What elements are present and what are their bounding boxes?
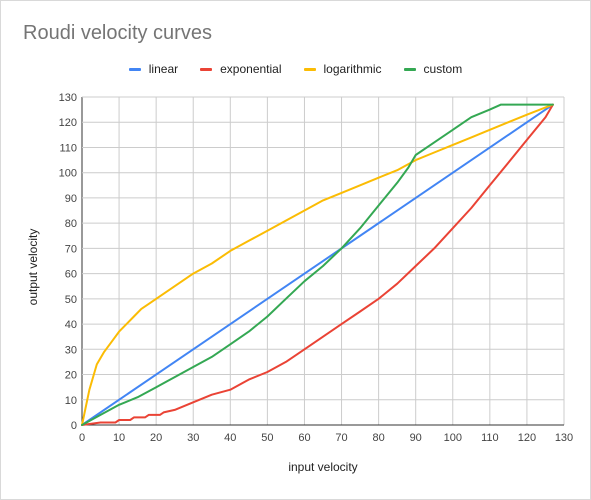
x-tick-label: 90 xyxy=(410,432,422,444)
legend-label: linear xyxy=(148,62,179,76)
chart-legend: linear exponential logarithmic custom xyxy=(0,60,591,78)
series-line-logarithmic xyxy=(81,103,554,426)
chart-title: Roudi velocity curves xyxy=(23,22,212,44)
series-line-exponential xyxy=(81,103,554,426)
series-line-linear xyxy=(81,103,554,426)
y-tick-label: 30 xyxy=(65,344,77,356)
x-tick-label: 80 xyxy=(372,432,384,444)
x-tick-label: 0 xyxy=(79,432,85,444)
y-tick-label: 120 xyxy=(59,117,77,129)
legend-item-exponential[interactable]: exponential xyxy=(200,62,282,76)
legend-label: logarithmic xyxy=(323,62,382,76)
legend-item-linear[interactable]: linear xyxy=(128,62,179,76)
y-tick-label: 70 xyxy=(65,243,77,255)
x-tick-label: 60 xyxy=(298,432,310,444)
y-tick-label: 80 xyxy=(65,218,77,230)
y-tick-label: 60 xyxy=(65,269,77,281)
y-axis-label: output velocity xyxy=(26,229,40,306)
x-axis-label: input velocity xyxy=(288,460,357,474)
y-tick-label: 0 xyxy=(71,420,77,432)
y-tick-label: 50 xyxy=(65,294,77,306)
legend-swatch xyxy=(128,67,141,71)
x-tick-label: 20 xyxy=(150,432,162,444)
y-tick-labels: 0 10 20 30 40 50 60 70 80 90 100 110 120 130 xyxy=(59,92,77,432)
x-tick-labels: 0 10 20 30 40 50 60 70 80 90 100 110 120 130 xyxy=(79,432,573,444)
x-tick-label: 110 xyxy=(481,432,499,444)
x-tick-label: 100 xyxy=(444,432,462,444)
legend-swatch xyxy=(303,67,316,71)
legend-item-logarithmic[interactable]: logarithmic xyxy=(303,62,382,76)
legend-swatch xyxy=(200,67,213,71)
legend-swatch xyxy=(403,67,416,71)
y-tick-label: 100 xyxy=(59,168,77,180)
legend-label: custom xyxy=(423,62,463,76)
series-line-custom xyxy=(81,103,554,426)
y-tick-label: 40 xyxy=(65,319,77,331)
legend-item-custom[interactable]: custom xyxy=(403,62,463,76)
x-tick-label: 130 xyxy=(555,432,573,444)
y-tick-label: 130 xyxy=(59,92,77,104)
grid-lines xyxy=(81,96,565,426)
y-tick-label: 110 xyxy=(59,142,77,154)
y-tick-label: 90 xyxy=(65,193,77,205)
x-tick-label: 10 xyxy=(113,432,125,444)
x-tick-label: 70 xyxy=(335,432,347,444)
x-tick-label: 40 xyxy=(224,432,236,444)
y-tick-label: 10 xyxy=(65,395,77,407)
x-tick-label: 50 xyxy=(261,432,273,444)
series-layer xyxy=(81,103,554,426)
y-tick-label: 20 xyxy=(65,370,77,382)
x-tick-label: 120 xyxy=(518,432,536,444)
x-tick-label: 30 xyxy=(187,432,199,444)
legend-label: exponential xyxy=(220,62,282,76)
